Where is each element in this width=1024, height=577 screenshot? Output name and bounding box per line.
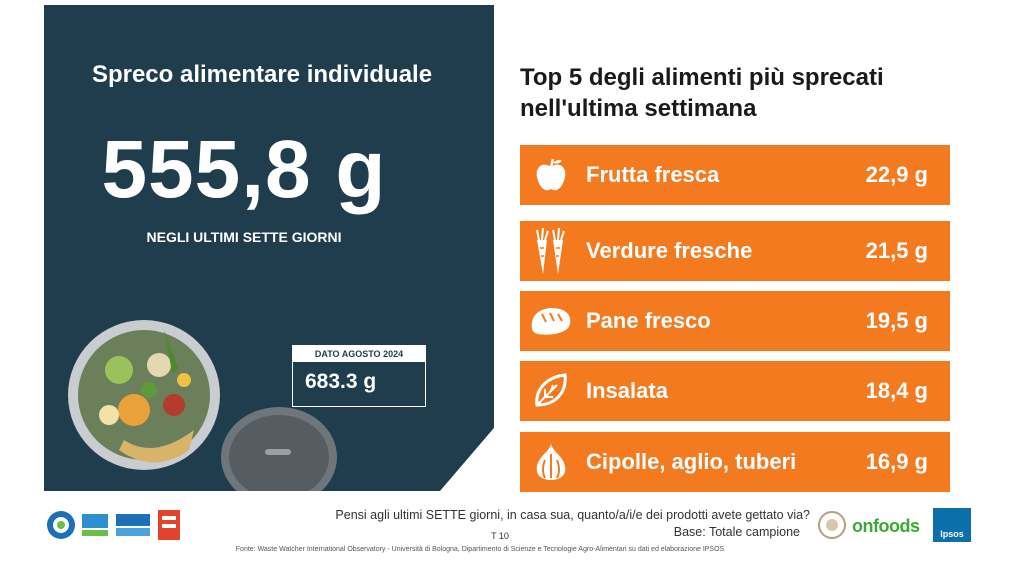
bread-icon <box>520 304 582 338</box>
total-waste-period: NEGLI ULTIMI SETTE GIORNI <box>146 229 342 245</box>
waste-watcher-logo <box>47 511 75 539</box>
apple-icon <box>520 155 582 195</box>
food-item-row: Pane fresco 19,5 g <box>520 291 950 351</box>
food-item-value: 19,5 g <box>865 308 928 333</box>
partner-logo-1 <box>82 514 108 536</box>
top5-title-line1: Top 5 degli alimenti più sprecati <box>520 64 884 91</box>
food-item-name: Insalata <box>586 378 668 403</box>
food-item-value: 16,9 g <box>865 449 928 474</box>
food-item-value: 21,5 g <box>865 238 928 263</box>
previous-period-box: DATO AGOSTO 2024 683.3 g <box>292 345 426 407</box>
carrot-icon <box>520 226 582 276</box>
food-item-row: Frutta fresca 22,9 g <box>520 145 950 205</box>
university-seal-logo <box>818 511 846 539</box>
food-item-row: Verdure fresche 21,5 g <box>520 221 950 281</box>
food-item-name: Cipolle, aglio, tuberi <box>586 449 797 474</box>
pot-lid-image <box>221 407 337 491</box>
food-item-row: Cipolle, aglio, tuberi 16,9 g <box>520 432 950 492</box>
food-item-value: 22,9 g <box>865 162 928 187</box>
ipsos-logo: Ipsos <box>933 508 971 542</box>
previous-period-label: DATO AGOSTO 2024 <box>293 346 425 362</box>
leaf-icon <box>520 371 582 411</box>
food-item-name: Verdure fresche <box>586 238 753 263</box>
garlic-icon <box>520 440 582 484</box>
survey-base: Base: Totale campione <box>673 525 800 539</box>
last-minute-market-logo <box>158 510 180 540</box>
food-item-row: Insalata 18,4 g <box>520 361 950 421</box>
top5-title-line2: nell'ultima settimana <box>520 95 757 122</box>
waste-summary-panel: Spreco alimentare individuale 555,8 g NE… <box>44 5 494 491</box>
page-code: T 10 <box>491 531 509 541</box>
total-waste-value: 555,8 g <box>101 124 387 215</box>
top5-title: Top 5 degli alimenti più sprecati nell'u… <box>520 62 960 124</box>
onfoods-logo: onfoods <box>852 516 920 536</box>
food-item-value: 18,4 g <box>865 378 928 403</box>
food-item-name: Pane fresco <box>586 308 711 333</box>
partner-logo-2 <box>116 514 150 536</box>
food-waste-pot-image <box>68 320 220 470</box>
source-note: Fonte: Waste Watcher International Obser… <box>235 546 725 553</box>
previous-period-value: 683.3 g <box>305 370 377 393</box>
food-item-name: Frutta fresca <box>586 162 720 187</box>
survey-question: Pensi agli ultimi SETTE giorni, in casa … <box>335 508 810 522</box>
panel-title: Spreco alimentare individuale <box>91 61 433 88</box>
